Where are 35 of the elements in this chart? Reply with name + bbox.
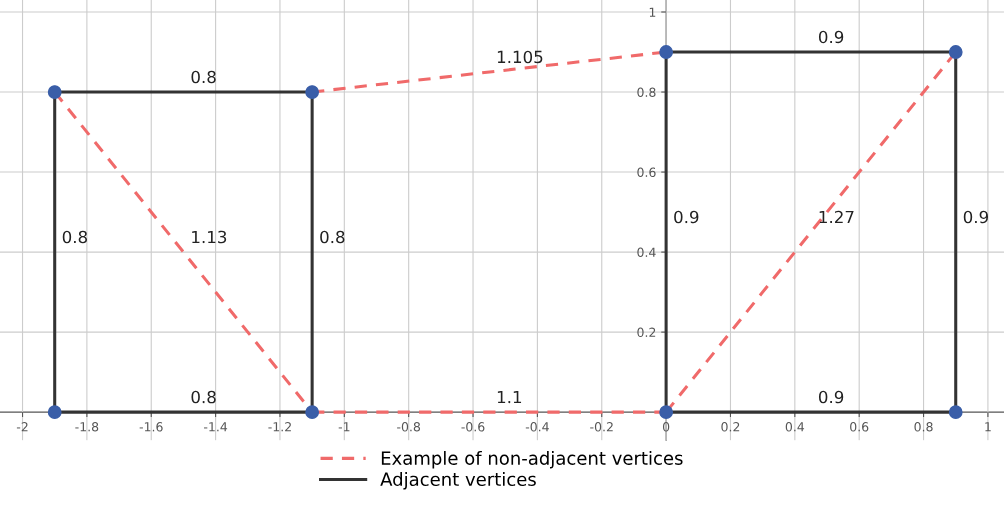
annotation: 0.9 — [674, 210, 699, 224]
annotation: 0.8 — [320, 230, 345, 244]
x-tick-label: -0.4 — [525, 422, 549, 432]
x-tick-label: -0.6 — [461, 422, 485, 432]
annotation: 0.8 — [191, 390, 216, 404]
y-tick-label: 0.6 — [637, 167, 656, 177]
y-tick-label: 1 — [649, 7, 656, 17]
annotation: 1.1 — [497, 390, 522, 404]
annotation: 0.8 — [62, 230, 88, 244]
y-tick-label: 0.4 — [637, 247, 656, 258]
annotation: 0.9 — [963, 210, 989, 224]
x-tick-label: 0.6 — [850, 422, 869, 432]
annotation: 0.9 — [818, 30, 844, 44]
x-tick-label: -1.2 — [268, 422, 291, 432]
x-tick-label: -2 — [16, 422, 28, 432]
y-tick-label: 0.8 — [637, 87, 656, 97]
annotation: 0.8 — [191, 70, 216, 84]
annotation: 0.9 — [818, 390, 844, 404]
x-tick-label: -1.8 — [75, 422, 99, 432]
legend-label: Adjacent vertices — [380, 472, 536, 490]
annotation: 1.105 — [497, 50, 543, 64]
annotation: 1.27 — [819, 210, 854, 224]
x-tick-label: 0.4 — [785, 422, 805, 432]
x-tick-label: -1 — [338, 422, 350, 432]
legend-label: Example of non-adjacent vertices — [381, 450, 683, 469]
x-tick-label: 1 — [985, 422, 991, 432]
x-tick-label: 0.8 — [914, 422, 933, 432]
annotation: 1.13 — [192, 230, 227, 244]
y-tick-label: 0.2 — [637, 327, 656, 338]
x-tick-label: -1.6 — [139, 422, 163, 432]
x-tick-label: -0.2 — [590, 422, 613, 432]
x-tick-label: -0.8 — [397, 422, 421, 432]
x-tick-label: -1.4 — [204, 422, 228, 432]
x-tick-label: 0.2 — [721, 422, 740, 432]
x-tick-label: 0 — [662, 422, 670, 432]
